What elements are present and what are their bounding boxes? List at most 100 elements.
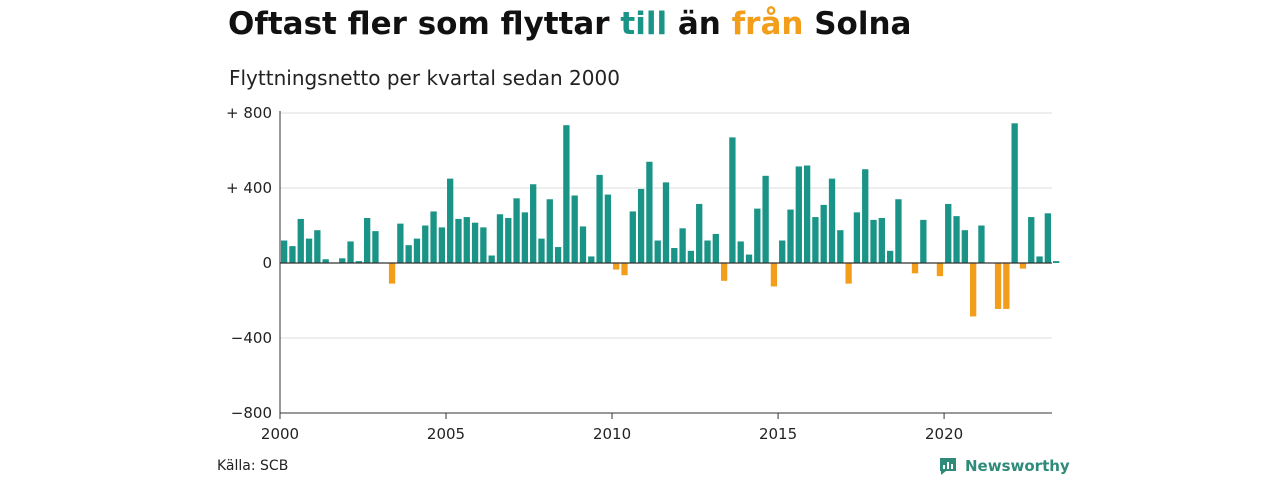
x-tick-label: 2010 bbox=[593, 425, 631, 443]
chart-subtitle: Flyttningsnetto per kvartal sedan 2000 bbox=[229, 66, 620, 90]
bar bbox=[488, 255, 495, 263]
bar bbox=[463, 217, 470, 263]
bar bbox=[571, 195, 578, 263]
bar bbox=[554, 247, 562, 263]
bar bbox=[886, 250, 894, 263]
bar bbox=[438, 227, 446, 263]
brand-name: Newsworthy bbox=[965, 457, 1070, 475]
brand-logo: Newsworthy bbox=[938, 456, 1070, 476]
bar bbox=[447, 178, 454, 263]
bar bbox=[588, 256, 595, 263]
bar bbox=[513, 198, 520, 263]
bar bbox=[1052, 261, 1060, 263]
bar bbox=[696, 203, 703, 263]
bar bbox=[372, 231, 379, 263]
bar bbox=[911, 263, 919, 274]
bar bbox=[812, 217, 819, 263]
bar bbox=[579, 226, 587, 263]
bar bbox=[704, 240, 711, 263]
bar bbox=[322, 259, 329, 263]
title-part-1: till bbox=[620, 6, 668, 42]
bar bbox=[795, 166, 802, 263]
x-tick-label: 2020 bbox=[925, 425, 963, 443]
bar bbox=[563, 125, 570, 263]
bar bbox=[646, 161, 653, 263]
bar bbox=[787, 209, 794, 263]
y-tick-label: −800 bbox=[231, 404, 272, 422]
bar bbox=[712, 233, 719, 263]
x-tick-label: 2015 bbox=[759, 425, 797, 443]
bar bbox=[895, 199, 902, 263]
bar bbox=[945, 203, 952, 263]
bar bbox=[969, 263, 977, 317]
bar bbox=[936, 263, 944, 277]
bar bbox=[1019, 263, 1027, 269]
bar bbox=[820, 204, 827, 263]
bar bbox=[505, 218, 512, 263]
bar bbox=[853, 212, 861, 263]
bar bbox=[1003, 263, 1010, 309]
bar bbox=[604, 194, 612, 263]
bar bbox=[596, 174, 603, 263]
title-part-0: Oftast fler som flyttar bbox=[228, 6, 621, 42]
bar bbox=[737, 241, 744, 263]
bar bbox=[754, 208, 761, 263]
bar bbox=[280, 240, 288, 263]
bar bbox=[671, 248, 678, 263]
bar bbox=[828, 178, 836, 263]
bar bbox=[530, 184, 537, 263]
y-tick-label: + 400 bbox=[226, 179, 272, 197]
bar bbox=[355, 261, 363, 263]
bar bbox=[455, 218, 462, 263]
bar bbox=[413, 238, 421, 263]
bar bbox=[339, 258, 346, 263]
x-tick-label: 2005 bbox=[427, 425, 465, 443]
title-part-2: än bbox=[667, 6, 732, 42]
bar bbox=[422, 225, 429, 263]
bar bbox=[480, 227, 487, 263]
bar bbox=[762, 175, 769, 263]
bar bbox=[720, 263, 728, 281]
bar bbox=[521, 212, 529, 263]
bar bbox=[662, 182, 670, 263]
title-part-4: Solna bbox=[803, 6, 912, 42]
bar bbox=[679, 228, 686, 263]
bar bbox=[405, 245, 412, 263]
bar bbox=[364, 218, 371, 263]
bar bbox=[289, 246, 296, 263]
bar bbox=[920, 219, 927, 263]
bar bbox=[870, 219, 877, 263]
y-tick-label: + 800 bbox=[226, 104, 272, 122]
bar bbox=[397, 223, 404, 263]
bar bbox=[953, 216, 960, 263]
bar bbox=[637, 188, 645, 263]
bar bbox=[845, 263, 852, 284]
bar bbox=[546, 199, 553, 263]
bar bbox=[629, 211, 636, 263]
bar bbox=[779, 240, 786, 263]
bar bbox=[994, 263, 1002, 309]
bar bbox=[745, 254, 753, 263]
bar bbox=[1028, 217, 1035, 263]
bar bbox=[297, 218, 304, 263]
bar bbox=[961, 230, 968, 263]
bar bbox=[729, 137, 736, 263]
chart-title: Oftast fler som flyttar till än från Sol… bbox=[228, 6, 911, 42]
bar bbox=[1036, 256, 1043, 263]
bar bbox=[803, 165, 811, 263]
bar bbox=[430, 211, 437, 263]
bar bbox=[770, 263, 778, 287]
bar bbox=[621, 263, 628, 276]
bar bbox=[305, 238, 313, 263]
x-tick-label: 2000 bbox=[261, 425, 299, 443]
newsworthy-logo-icon bbox=[940, 458, 956, 475]
bar bbox=[862, 169, 869, 263]
bar bbox=[1011, 123, 1018, 263]
y-tick-label: −400 bbox=[231, 329, 272, 347]
bar bbox=[837, 230, 844, 263]
bar bbox=[314, 230, 321, 263]
bar bbox=[538, 238, 545, 263]
bar bbox=[388, 263, 396, 284]
bar bbox=[687, 250, 695, 263]
